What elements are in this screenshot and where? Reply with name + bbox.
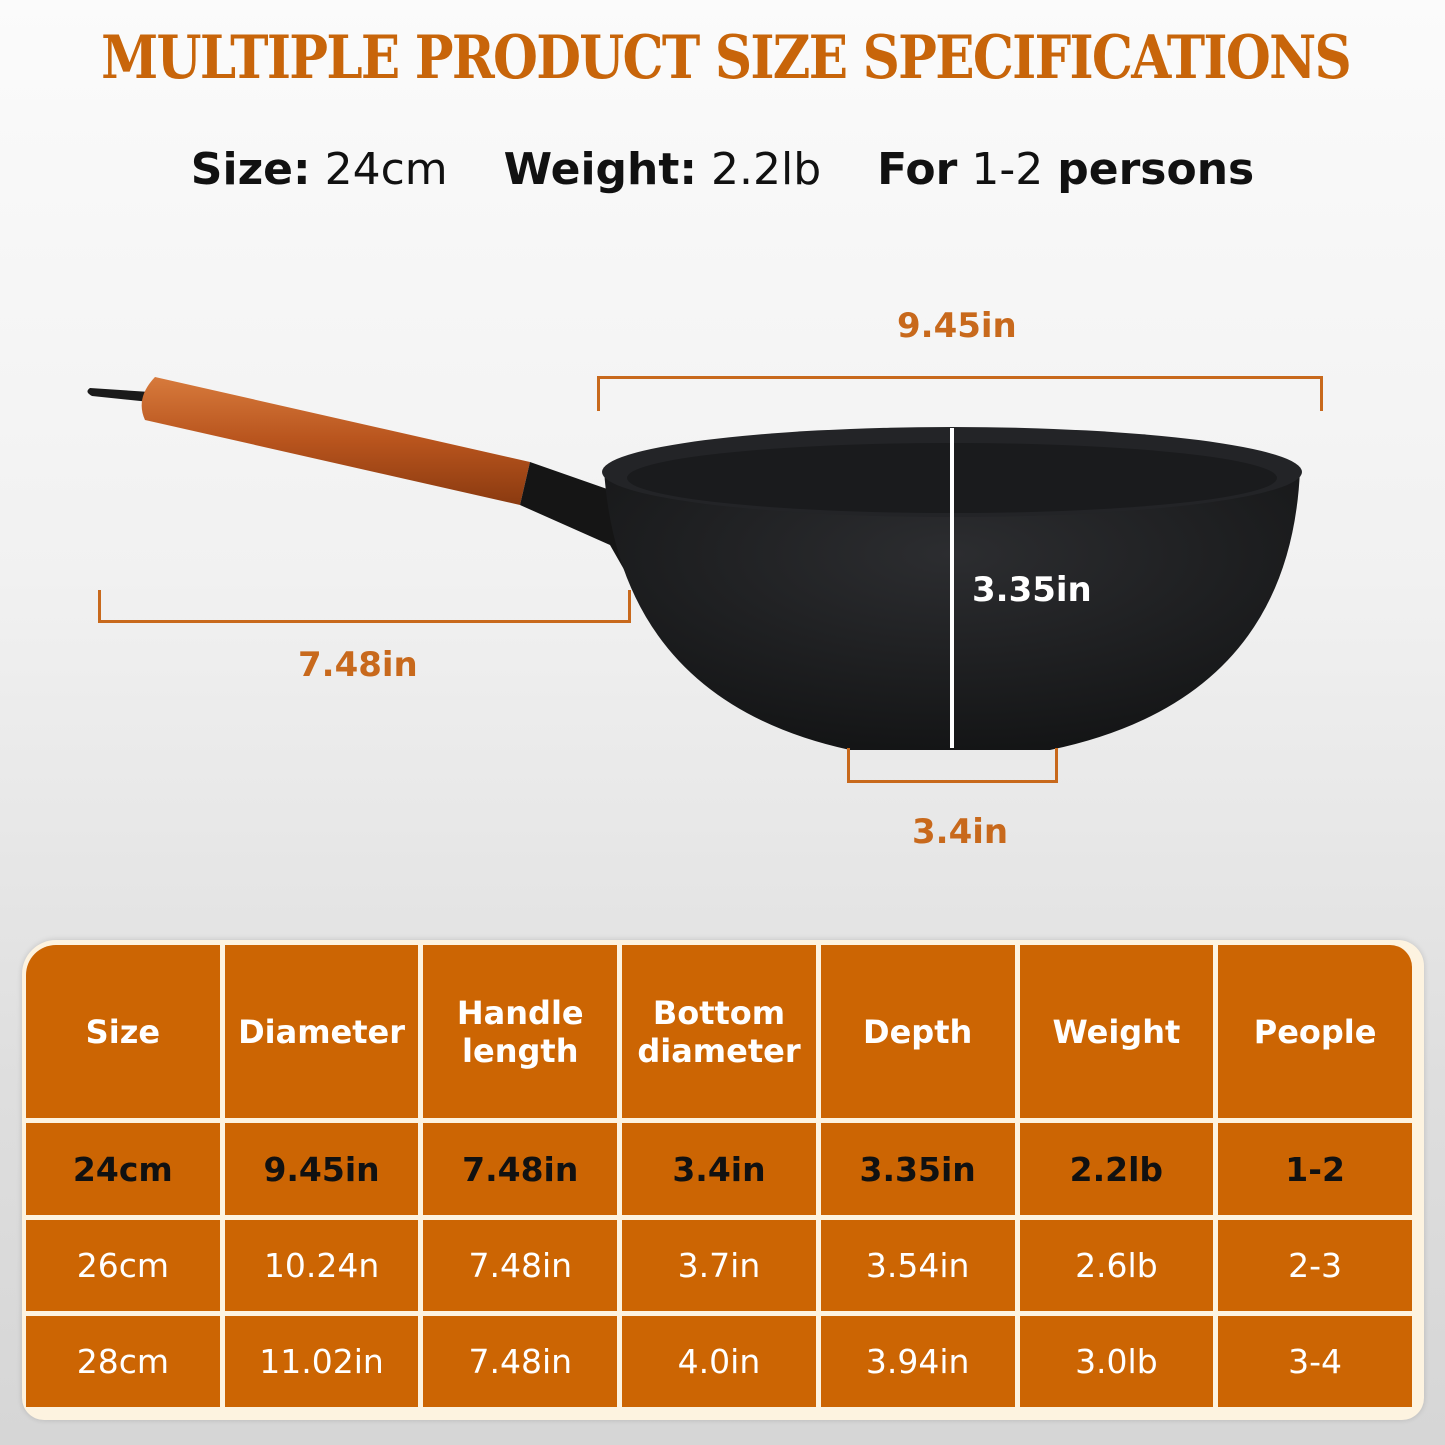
wok-illustration	[87, 377, 1302, 750]
table-cell: 3.0lb	[1019, 1315, 1214, 1407]
table-cell: 3.35in	[820, 1123, 1015, 1215]
table-cell: 10.24n	[224, 1219, 419, 1311]
weight-label: Weight:	[503, 144, 698, 195]
table-cell: 3.4in	[622, 1123, 816, 1215]
table-cell: 28cm	[26, 1315, 220, 1407]
header-people: People	[1218, 945, 1412, 1119]
table-cell: 4.0in	[622, 1315, 816, 1407]
table-cell: 7.48in	[423, 1219, 618, 1311]
table-cell: 7.48in	[423, 1315, 618, 1407]
bottom-diameter-label: 3.4in	[912, 812, 1009, 852]
table-cell: 3.7in	[622, 1219, 816, 1311]
table-header-row: Size Diameter Handle length Bottom diame…	[26, 945, 1412, 1119]
table-cell: 9.45in	[224, 1123, 419, 1215]
header-bottom-diameter: Bottom diameter	[622, 945, 816, 1119]
size-value: 24cm	[324, 144, 448, 195]
handle-length-label: 7.48in	[298, 645, 418, 685]
table-cell: 1-2	[1218, 1123, 1412, 1215]
table-cell: 7.48in	[423, 1123, 618, 1215]
header-weight: Weight	[1019, 945, 1214, 1119]
persons-value: 1-2	[971, 144, 1044, 195]
table-cell: 2.2lb	[1019, 1123, 1214, 1215]
hanging-loop	[87, 388, 150, 402]
diameter-label: 9.45in	[897, 306, 1017, 346]
header-handle-length: Handle length	[423, 945, 618, 1119]
table-cell: 3.54in	[820, 1219, 1015, 1311]
page-title: MULTIPLE PRODUCT SIZE SPECIFICATIONS	[101, 23, 1352, 93]
header-size: Size	[26, 945, 220, 1119]
bottom-diameter-bracket	[847, 748, 1058, 783]
header-diameter: Diameter	[224, 945, 419, 1119]
size-label: Size:	[190, 144, 311, 195]
depth-label: 3.35in	[972, 570, 1092, 610]
table-row: 26cm 10.24n 7.48in 3.7in 3.54in 2.6lb 2-…	[26, 1219, 1412, 1311]
handle-length-bracket	[98, 590, 631, 623]
table-cell: 11.02in	[224, 1315, 419, 1407]
size-spec-table: Size Diameter Handle length Bottom diame…	[22, 940, 1424, 1420]
summary-line: Size: 24cm Weight: 2.2lb For 1-2 persons	[0, 142, 1445, 198]
table-cell: 26cm	[26, 1219, 220, 1311]
header-depth: Depth	[820, 945, 1015, 1119]
table-row: 24cm 9.45in 7.48in 3.4in 3.35in 2.2lb 1-…	[26, 1123, 1412, 1215]
table-cell: 3.94in	[820, 1315, 1015, 1407]
diameter-bracket	[597, 376, 1323, 411]
table-row: 28cm 11.02in 7.48in 4.0in 3.94in 3.0lb 3…	[26, 1315, 1412, 1407]
table-cell: 2.6lb	[1019, 1219, 1214, 1311]
weight-value: 2.2lb	[711, 144, 822, 195]
persons-label: persons	[1057, 144, 1255, 195]
table-cell: 24cm	[26, 1123, 220, 1215]
wooden-handle	[141, 377, 530, 505]
for-label: For	[877, 144, 958, 195]
table-cell: 2-3	[1218, 1219, 1412, 1311]
table-cell: 3-4	[1218, 1315, 1412, 1407]
